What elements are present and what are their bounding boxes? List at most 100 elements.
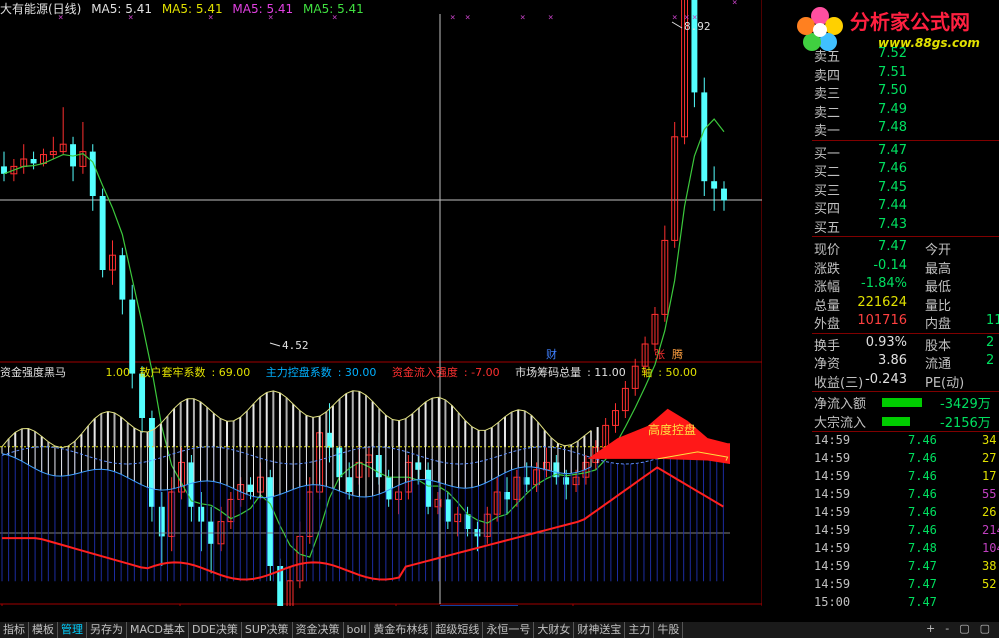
- buy-level-3-value: 7.45: [878, 179, 907, 195]
- candle-body-up: [109, 254, 116, 271]
- indicator-p3-label: 资金流入强度: [391, 366, 458, 379]
- indicator-legend: 资金强度黑马 1.00 散户套牢系数: 69.00 主力控盘系数: 30.00 …: [0, 364, 709, 380]
- tick-price: 7.48: [908, 541, 937, 555]
- candle-body-down: [425, 469, 432, 507]
- quote-row-0-value: 7.47: [878, 239, 907, 254]
- flow-row-0: 净流入额 -3429万: [812, 393, 999, 412]
- quote-row-3-label2: 量比: [925, 298, 952, 314]
- event-marker: ×: [684, 13, 689, 23]
- candle-body-up: [79, 151, 87, 167]
- quote-row-0-label2: 今开: [925, 243, 952, 258]
- tick-row: 14:59 7.48 104: [812, 541, 999, 559]
- chart-area[interactable]: 8.508.007.507.006.506.005.505.004.506.47…: [0, 0, 762, 606]
- tab-15[interactable]: 牛股: [654, 622, 684, 638]
- tab-10[interactable]: 超级短线: [432, 622, 484, 638]
- quote-row-3-label: 总量: [814, 298, 841, 314]
- tick-time: 14:59: [814, 487, 851, 501]
- quote-row-7-label2: PE(动): [925, 375, 965, 391]
- candle-body-down: [691, 0, 698, 93]
- flower-logo-icon: [797, 7, 843, 51]
- candle-body-up: [493, 491, 501, 515]
- tick-row: 14:59 7.46 17: [812, 469, 999, 487]
- site-logo: 分析家公式网 www.88gs.com: [762, 0, 999, 58]
- candle-body-down: [89, 151, 96, 196]
- candle-body-up: [59, 143, 67, 153]
- tab-11[interactable]: 永恒一号: [483, 622, 535, 638]
- tick-volume: 26: [982, 505, 997, 519]
- sell-level-2-label: 卖二: [814, 105, 841, 121]
- tab-2[interactable]: 管理: [58, 622, 87, 638]
- quote-row-6-value: 3.86: [878, 353, 907, 368]
- tick-row: 15:00 7.47: [812, 595, 999, 613]
- buy-level-2-value: 7.46: [878, 161, 907, 176]
- buy-level-1-label: 买一: [814, 146, 841, 162]
- tab-13[interactable]: 财神送宝: [574, 622, 626, 638]
- tick-time: 14:59: [814, 433, 851, 447]
- candle-body-up: [681, 0, 689, 138]
- sell-level-4: 卖四 7.51: [812, 65, 999, 84]
- marker-cai: 财: [546, 347, 557, 361]
- flow-label: 净流入额: [814, 397, 867, 412]
- candle-body-up: [612, 410, 619, 426]
- indicator-p2-label: 主力控盘系数: [265, 366, 332, 379]
- tick-time: 14:59: [814, 559, 851, 573]
- candle-body-up: [513, 476, 521, 500]
- ticks-separator: [812, 431, 999, 432]
- indicator-lower-curve: [1, 453, 592, 499]
- ma-label-2: MA5: 5.41: [161, 2, 223, 16]
- candle-body-down: [267, 477, 274, 566]
- tab-12[interactable]: 大财女: [534, 622, 575, 638]
- zoom-out-button[interactable]: -: [945, 622, 950, 635]
- tab-7[interactable]: 资金决策: [293, 622, 344, 638]
- capital-flow-line: [2, 466, 724, 581]
- flow-bar: [882, 398, 922, 407]
- tab-3[interactable]: 另存为: [87, 622, 127, 638]
- quote-row-4-label2: 内盘: [925, 317, 952, 332]
- tab-4[interactable]: MACD基本: [127, 622, 189, 638]
- tick-time: 14:59: [814, 523, 851, 537]
- event-marker: ×: [672, 13, 677, 23]
- tab-scroll-controls[interactable]: + - ▢ ▢: [921, 622, 995, 635]
- quote-row-1-label: 涨跌: [814, 261, 841, 277]
- tick-price: 7.46: [908, 451, 937, 465]
- panel-button-1[interactable]: ▢: [959, 622, 970, 635]
- sell-level-4-label: 卖四: [814, 68, 841, 84]
- tick-time: 14:59: [814, 469, 851, 483]
- sell-level-3: 卖三 7.50: [812, 83, 999, 102]
- quote-row-7-label: 收益(三): [814, 375, 864, 391]
- sell-level-1-label: 卖一: [814, 124, 841, 139]
- high-control-area: [587, 408, 730, 464]
- tab-14[interactable]: 主力: [625, 622, 655, 638]
- tab-8[interactable]: boll: [344, 622, 371, 638]
- buy-level-2-label: 买二: [814, 165, 841, 180]
- tab-9[interactable]: 黄金布林线: [370, 622, 433, 638]
- tick-row: 14:59 7.47 38: [812, 559, 999, 577]
- zoom-in-button[interactable]: +: [925, 622, 936, 635]
- tab-1[interactable]: 模板: [29, 622, 58, 638]
- tick-row: 14:59 7.46 27: [812, 451, 999, 469]
- tab-0[interactable]: 指标: [0, 622, 29, 638]
- candle-body-down: [553, 462, 560, 478]
- candle-body-up: [434, 498, 442, 508]
- quote-row-7: 收益(三) -0.243 PE(动): [812, 371, 999, 391]
- panel-button-2[interactable]: ▢: [979, 622, 990, 635]
- tick-price: 7.46: [908, 469, 937, 483]
- candle-body-up: [286, 580, 294, 606]
- quote-row-7-value: -0.243: [865, 371, 907, 387]
- event-marker: ×: [450, 13, 455, 23]
- event-marker: ×: [692, 13, 697, 23]
- tab-5[interactable]: DDE决策: [189, 622, 242, 638]
- flow-label: 大宗流入: [814, 415, 867, 431]
- candle-body-down: [464, 514, 471, 529]
- indicator-p3: 资金流入强度: -7.00: [391, 366, 500, 379]
- stock-title: 大有能源(日线): [0, 2, 82, 16]
- tab-6[interactable]: SUP决策: [242, 622, 293, 638]
- tick-time: 15:00: [814, 595, 851, 609]
- buy-level-1-value: 7.47: [878, 142, 907, 158]
- event-marker: ×: [128, 13, 133, 23]
- kline-and-indicator-svg[interactable]: 8.508.007.507.006.506.005.505.004.506.47…: [0, 0, 762, 606]
- high-price-label: 8.92: [684, 20, 711, 33]
- candle-body-down: [523, 477, 530, 485]
- candle-body-up: [661, 239, 669, 315]
- indicator-p4: 市场筹码总量: 11.00: [515, 366, 626, 379]
